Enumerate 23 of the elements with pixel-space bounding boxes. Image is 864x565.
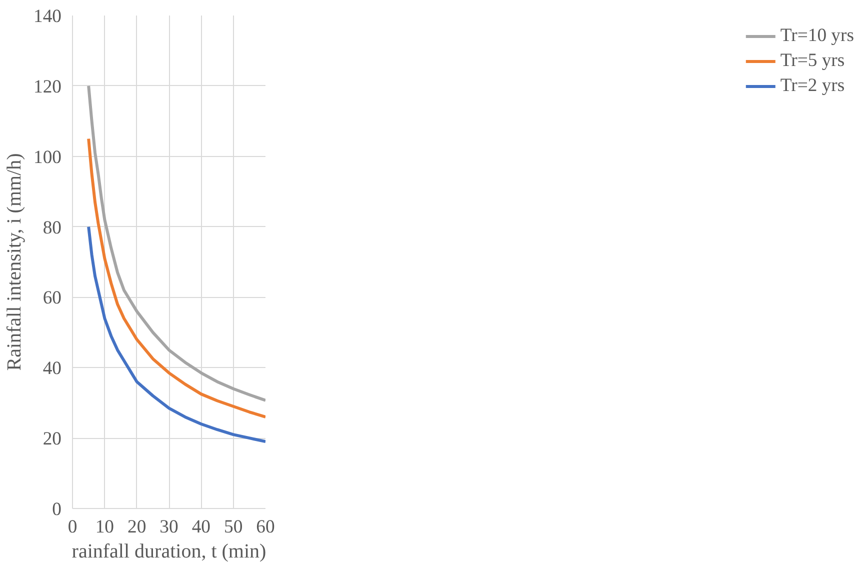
- x-axis-title: rainfall duration, t (min): [72, 540, 266, 562]
- legend-label: Tr=2 yrs: [780, 75, 845, 97]
- y-tick-label: 20: [42, 428, 62, 450]
- line-series: [87, 225, 266, 444]
- legend-label: Tr=5 yrs: [780, 50, 845, 72]
- x-tick-label: 30: [160, 516, 178, 538]
- y-tick-label: 60: [42, 288, 62, 309]
- legend-label: Tr=10 yrs: [780, 25, 854, 47]
- y-tick-label: 140: [34, 6, 62, 27]
- line-series: [87, 84, 266, 402]
- y-tick-label: 100: [34, 146, 62, 168]
- x-tick-label: 20: [128, 516, 146, 538]
- line-series: [87, 137, 266, 418]
- y-tick-label: 40: [42, 358, 62, 380]
- x-tick-label: 0: [68, 516, 78, 538]
- x-tick-label: 10: [95, 516, 114, 538]
- y-tick-label: 0: [52, 499, 62, 520]
- x-tick-label: 60: [256, 516, 275, 538]
- x-tick-label: 50: [224, 516, 243, 538]
- y-axis-title: Rainfall intensity, i (mm/h): [4, 153, 26, 371]
- x-tick-label: 40: [192, 516, 210, 538]
- y-tick-label: 80: [42, 217, 62, 238]
- y-tick-label: 120: [34, 76, 62, 98]
